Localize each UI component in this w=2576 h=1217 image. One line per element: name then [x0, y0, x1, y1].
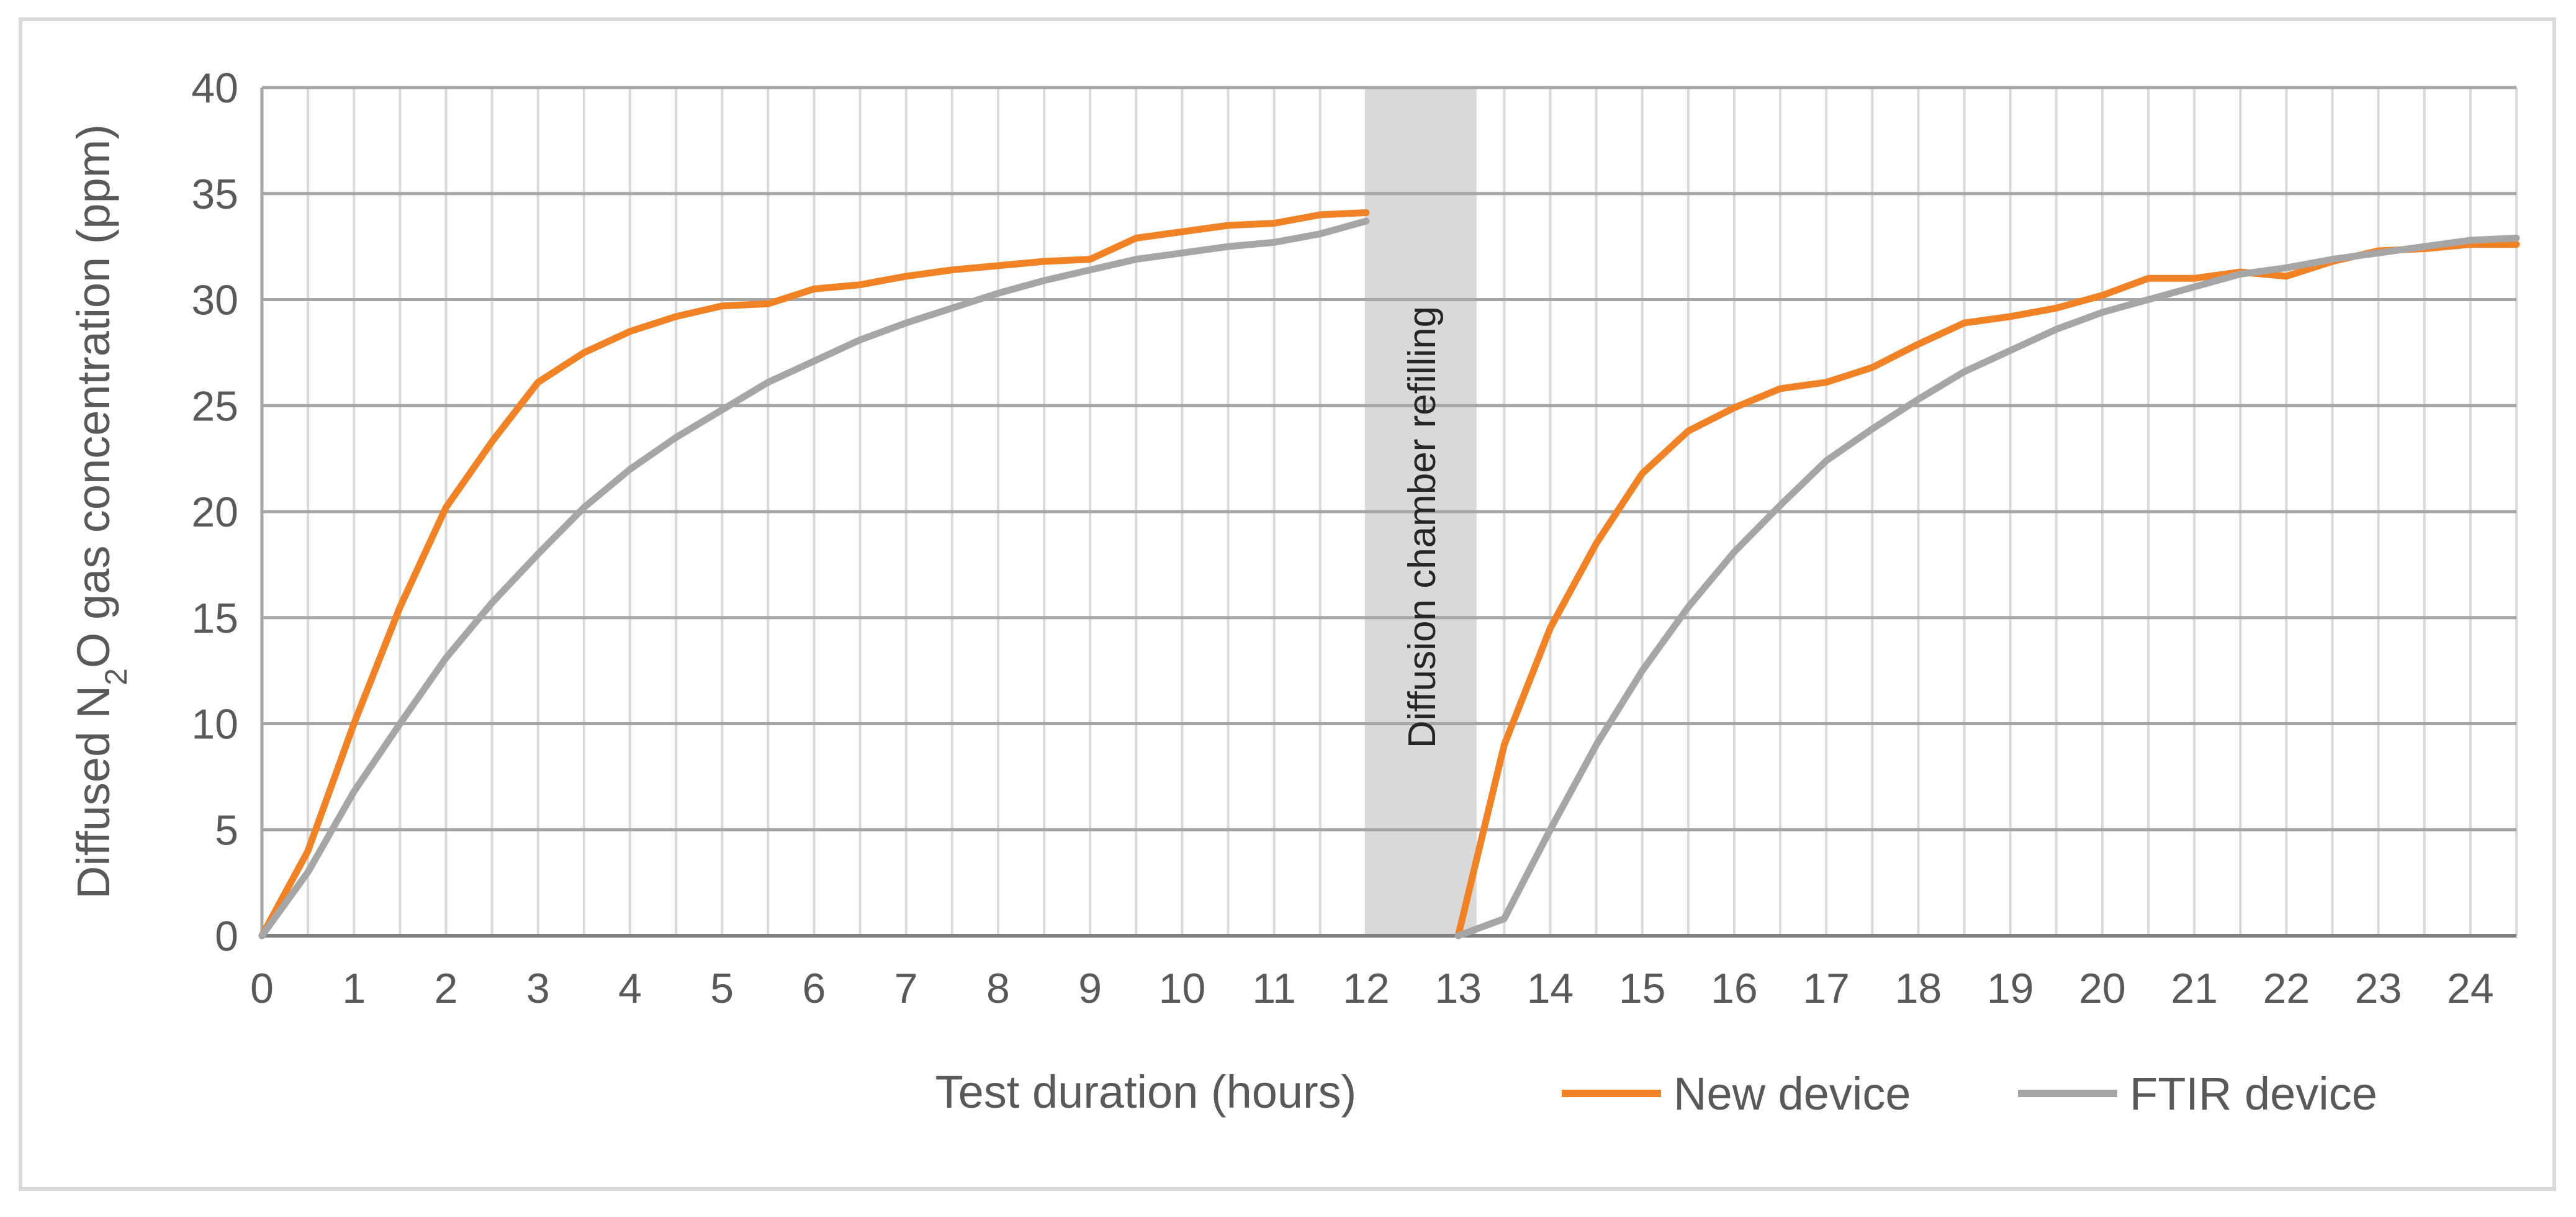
x-tick-label: 11 [1252, 965, 1296, 1012]
x-tick-label: 13 [1434, 965, 1482, 1012]
y-tick-label: 15 [191, 595, 238, 642]
y-tick-label: 10 [191, 701, 238, 748]
y-axis-title: Diffused N2O gas concentration (ppm) [68, 124, 133, 899]
y-tick-labels: 0 5 10 15 20 25 30 35 40 [191, 65, 238, 960]
x-tick-label: 23 [2355, 965, 2402, 1012]
shaded-region-label: Diffusion chamber refilling [1401, 306, 1444, 748]
x-tick-label: 15 [1619, 965, 1666, 1012]
x-tick-label: 3 [526, 965, 550, 1012]
y-tick-label: 0 [215, 913, 238, 960]
x-tick-label: 6 [803, 965, 826, 1012]
series-line-new-device [258, 209, 1370, 939]
legend: New device FTIR device [1562, 1068, 2377, 1120]
y-axis-title-part-2: O gas concentration (ppm) [68, 124, 119, 668]
x-tick-label: 22 [2263, 965, 2310, 1012]
y-tick-label: 25 [191, 382, 238, 430]
x-tick-label: 14 [1527, 965, 1574, 1012]
chart-frame: 0 1 2 3 4 5 6 7 8 9 10 11 12 13 14 15 16 17 18 19 20 21 22 23 24… [19, 17, 2556, 1191]
y-axis-title-subscript: 2 [99, 668, 133, 685]
x-tick-label: 12 [1343, 965, 1390, 1012]
legend-label-ftir-device: FTIR device [2130, 1068, 2377, 1120]
x-axis-title: Test duration (hours) [935, 1066, 1357, 1118]
series-line-new-device [1454, 241, 2520, 939]
line-chart: 0 1 2 3 4 5 6 7 8 9 10 11 12 13 14 15 16 17 18 19 20 21 22 23 24… [68, 65, 2520, 1120]
x-tick-label: 1 [342, 965, 366, 1012]
y-tick-label: 30 [191, 277, 238, 324]
x-tick-label: 5 [710, 965, 734, 1012]
y-tick-label: 40 [191, 65, 238, 112]
x-tick-label: 19 [1987, 965, 2034, 1012]
x-tick-labels: 0 1 2 3 4 5 6 7 8 9 10 11 12 13 14 15 16 17 18 19 20 21 22 23 24 [250, 965, 2494, 1012]
horizontal-grid [262, 86, 2516, 831]
series-line-ftir-device [1454, 235, 2520, 939]
x-tick-label: 24 [2447, 965, 2494, 1012]
y-tick-label: 20 [191, 489, 238, 536]
x-tick-label: 9 [1078, 965, 1102, 1012]
y-tick-label: 35 [191, 171, 238, 218]
x-tick-label: 4 [618, 965, 642, 1012]
x-tick-label: 2 [435, 965, 458, 1012]
y-axis-title-part-1: Diffused N [68, 685, 119, 899]
x-tick-label: 20 [2079, 965, 2126, 1012]
x-tick-label: 18 [1895, 965, 1942, 1012]
x-tick-label: 7 [894, 965, 918, 1012]
legend-label-new-device: New device [1673, 1068, 1911, 1120]
x-tick-label: 16 [1711, 965, 1758, 1012]
series-line-ftir-device [258, 217, 1370, 939]
x-tick-label: 8 [986, 965, 1010, 1012]
series-lines [258, 209, 2520, 939]
x-tick-label: 21 [2171, 965, 2218, 1012]
axes [260, 88, 2516, 938]
x-tick-label: 0 [250, 965, 274, 1012]
x-tick-label: 17 [1803, 965, 1850, 1012]
y-tick-label: 5 [215, 807, 238, 854]
x-tick-label: 10 [1159, 965, 1206, 1012]
